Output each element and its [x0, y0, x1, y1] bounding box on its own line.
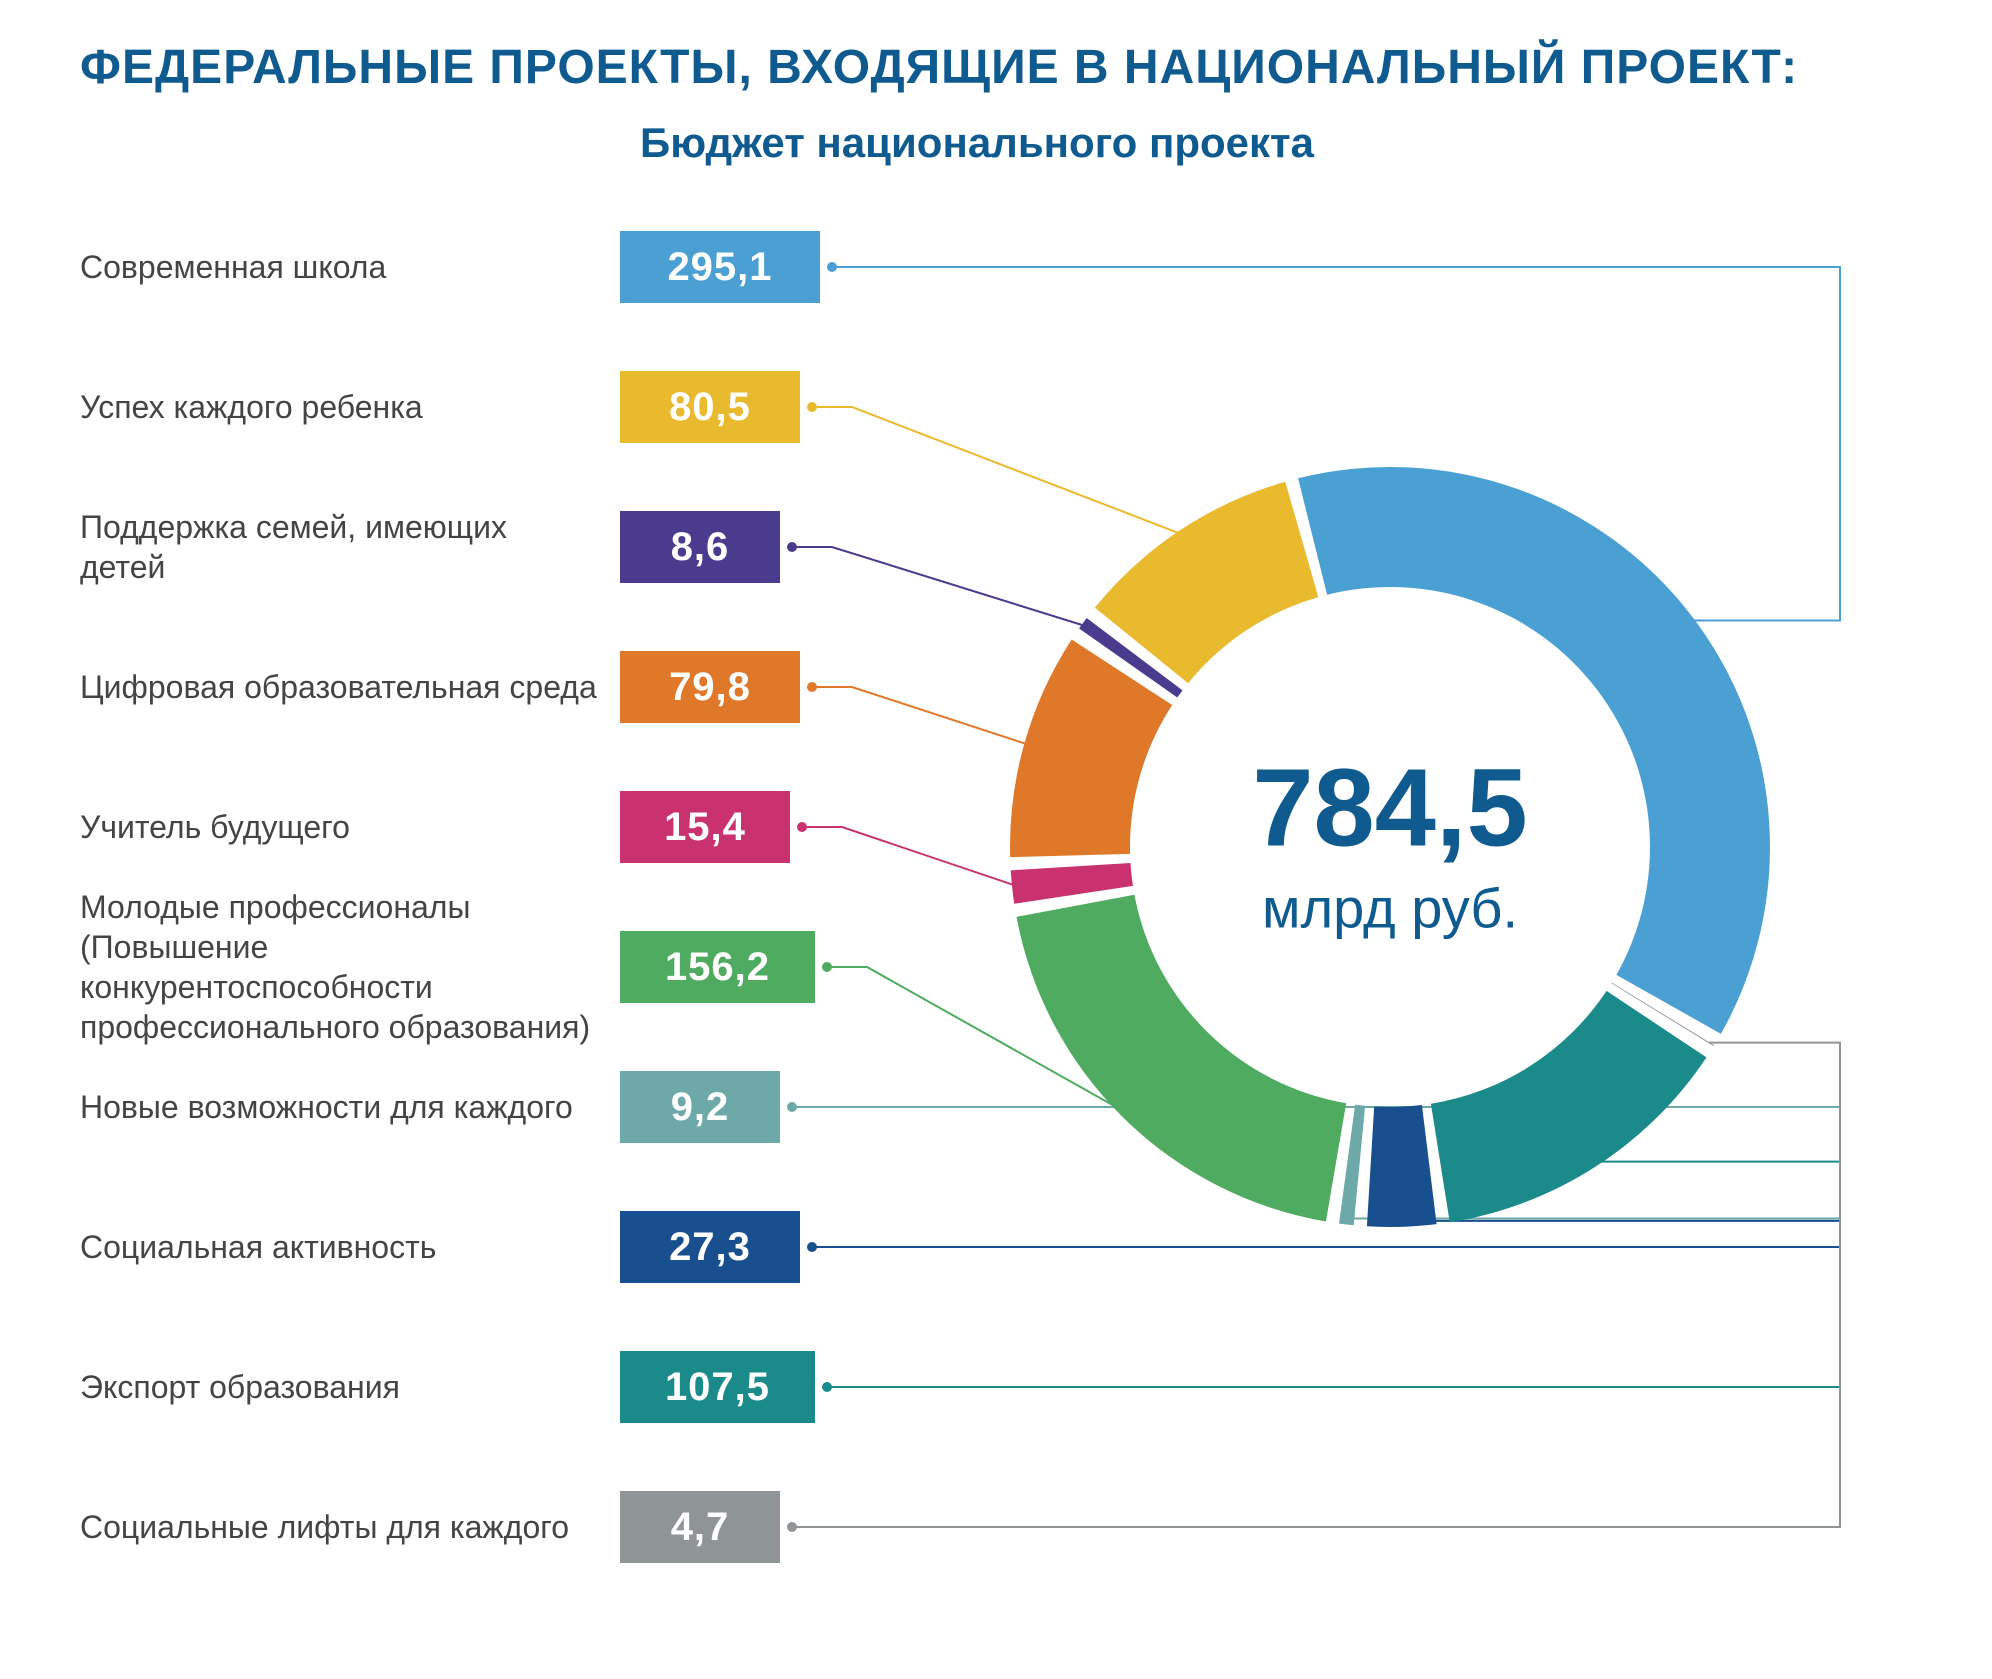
- donut-total-value: 784,5: [1252, 754, 1527, 864]
- project-label: Экспорт образования: [80, 1367, 620, 1407]
- project-row: Современная школа295,1: [80, 197, 850, 337]
- project-row: Социальные лифты для каждого4,7: [80, 1457, 850, 1597]
- project-label: Цифровая образовательная среда: [80, 667, 620, 707]
- value-badge: 8,6: [620, 511, 780, 583]
- project-row: Учитель будущего15,4: [80, 757, 850, 897]
- value-badge: 80,5: [620, 371, 800, 443]
- project-label: Учитель будущего: [80, 807, 620, 847]
- donut-chart: 784,5 млрд руб.: [1010, 467, 1770, 1227]
- value-badge: 107,5: [620, 1351, 815, 1423]
- donut-segment: [1431, 991, 1707, 1222]
- page-title: ФЕДЕРАЛЬНЫЕ ПРОЕКТЫ, ВХОДЯЩИЕ В НАЦИОНАЛ…: [80, 40, 1912, 95]
- value-badge: 4,7: [620, 1491, 780, 1563]
- project-label: Социальная активность: [80, 1227, 620, 1267]
- donut-segment: [1339, 1105, 1365, 1226]
- content-area: Современная школа295,1Успех каждого ребе…: [80, 197, 1912, 1647]
- donut-segment: [1011, 863, 1133, 904]
- project-row: Экспорт образования107,5: [80, 1317, 850, 1457]
- project-label: Современная школа: [80, 247, 620, 287]
- project-row: Поддержка семей, имеющих детей8,6: [80, 477, 850, 617]
- donut-total-unit: млрд руб.: [1252, 876, 1527, 941]
- donut-segment: [1367, 1105, 1437, 1227]
- value-badge: 79,8: [620, 651, 800, 723]
- project-label: Поддержка семей, имеющих детей: [80, 507, 620, 587]
- value-badge: 27,3: [620, 1211, 800, 1283]
- value-badge: 295,1: [620, 231, 820, 303]
- donut-segment: [1016, 895, 1346, 1222]
- project-row: Цифровая образовательная среда79,8: [80, 617, 850, 757]
- value-badge: 156,2: [620, 931, 815, 1003]
- value-badge: 15,4: [620, 791, 790, 863]
- project-label: Новые возможности для каждого: [80, 1087, 620, 1127]
- rows-list: Современная школа295,1Успех каждого ребе…: [80, 197, 850, 1597]
- project-row: Молодые профессионалы (Повышение конкуре…: [80, 897, 850, 1037]
- value-badge: 9,2: [620, 1071, 780, 1143]
- project-row: Успех каждого ребенка80,5: [80, 337, 850, 477]
- project-row: Новые возможности для каждого9,2: [80, 1037, 850, 1177]
- project-row: Социальная активность27,3: [80, 1177, 850, 1317]
- project-label: Молодые профессионалы (Повышение конкуре…: [80, 887, 620, 1047]
- project-label: Успех каждого ребенка: [80, 387, 620, 427]
- project-label: Социальные лифты для каждого: [80, 1507, 620, 1547]
- donut-center: 784,5 млрд руб.: [1252, 754, 1527, 941]
- chart-subtitle: Бюджет национального проекта: [640, 119, 1912, 167]
